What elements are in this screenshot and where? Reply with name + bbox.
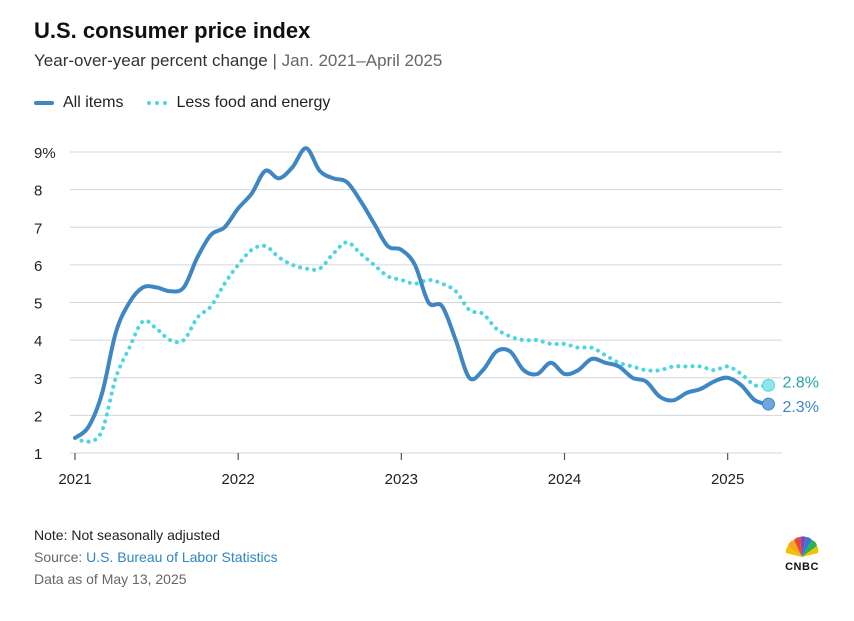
series-line-all-items [73,146,771,440]
end-label-all-items: 2.3% [782,399,818,416]
logo-wordmark: CNBC [785,561,819,573]
cnbc-logo: CNBC [780,536,824,573]
x-tick-label-2024: 2024 [548,471,581,488]
line-chart: 1 2 3 4 5 6 7 8 9% 2021 2022 2023 2024 2025 2.8% 2.3% [34,145,819,488]
y-tick-label-3: 3 [34,371,42,388]
x-tick-label-2023: 2023 [385,471,418,488]
source-prefix: Source: [34,549,87,565]
y-tick-label-9: 9% [34,145,56,162]
chart-legend: All items Less food and energy [34,94,354,112]
legend-item-all-items: All items [34,94,123,112]
legend-swatch-core [147,101,168,105]
y-tick-label-2: 2 [34,408,42,425]
legend-swatch-all-items [34,101,54,105]
subtitle-date-range: Jan. 2021–April 2025 [281,51,443,70]
chart-subtitle: Year-over-year percent change | Jan. 202… [34,51,442,71]
subtitle-measure: Year-over-year percent change [34,51,268,70]
endpoint-less-food-and-energy [761,378,775,392]
subtitle-separator: | [272,51,277,70]
legend-label-core: Less food and energy [176,94,331,111]
source-link[interactable]: U.S. Bureau of Labor Statistics [86,549,278,565]
y-tick-label-5: 5 [34,296,42,313]
x-tick-label-2022: 2022 [221,471,254,488]
x-tick-label-2025: 2025 [711,471,744,488]
series-line-less-food-and-energy [73,240,771,444]
x-tick-label-2021: 2021 [58,471,91,488]
chart-title: U.S. consumer price index [34,18,311,43]
peacock-icon [785,536,819,557]
legend-item-core: Less food and energy [147,94,330,112]
y-tick-label-4: 4 [34,333,42,350]
y-tick-label-6: 6 [34,258,42,275]
legend-label-all-items: All items [63,94,124,111]
data-as-of: Data as of May 13, 2025 [34,571,187,587]
y-tick-label-8: 8 [34,183,42,200]
footnote: Note: Not seasonally adjusted [34,527,220,543]
y-tick-label-1: 1 [34,446,42,463]
endpoint-all-items [761,397,775,411]
source-line: Source: U.S. Bureau of Labor Statistics [34,549,278,565]
end-label-less-food-and-energy: 2.8% [782,374,818,391]
y-tick-label-7: 7 [34,220,42,237]
